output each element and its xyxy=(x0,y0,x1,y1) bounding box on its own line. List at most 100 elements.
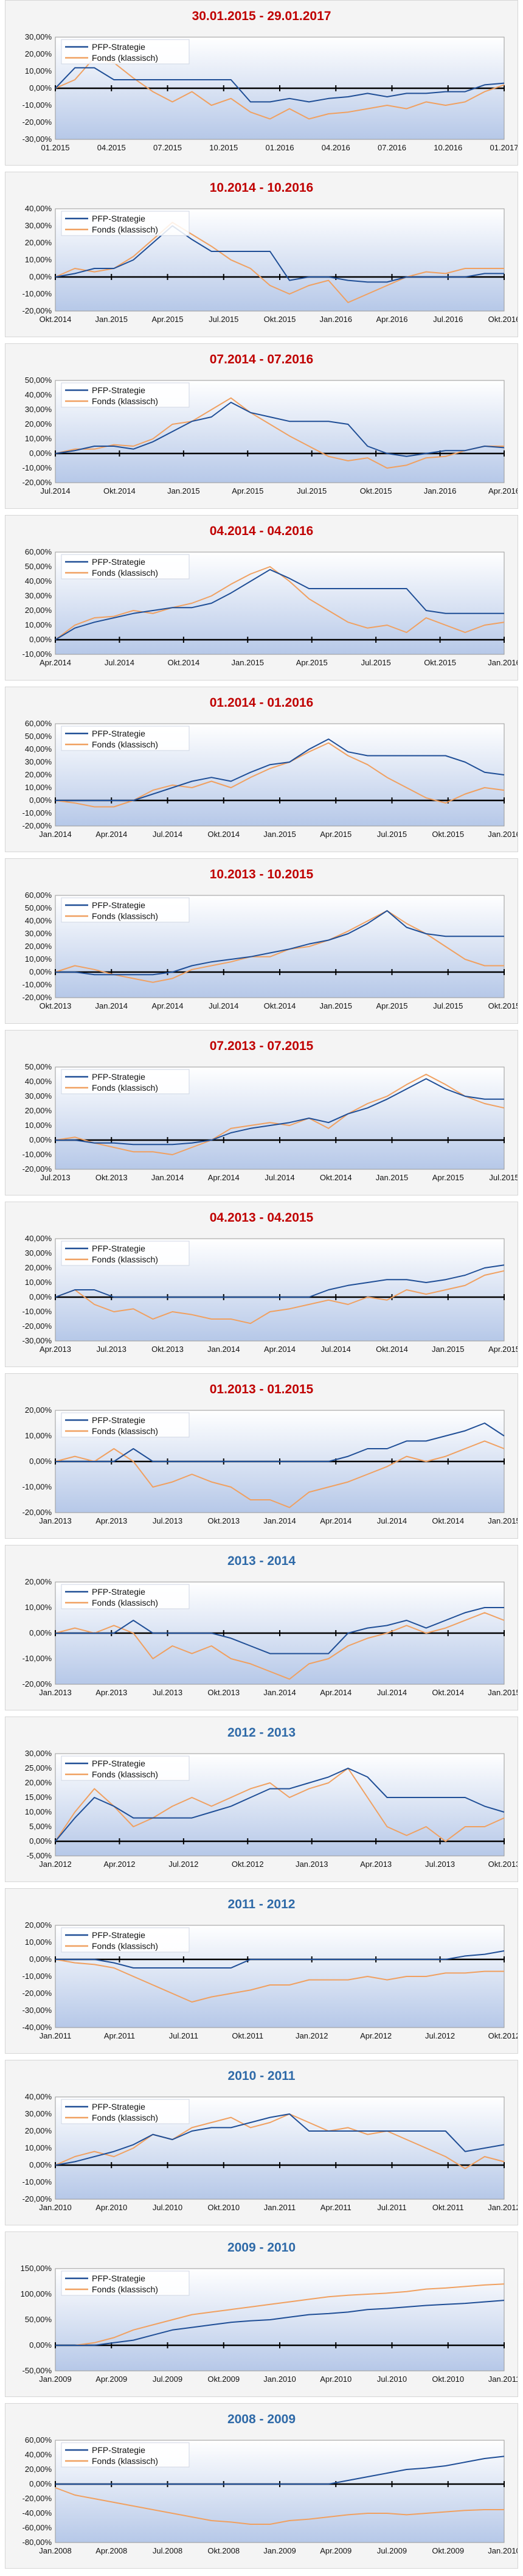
y-tick-label: 60,00% xyxy=(25,2435,52,2445)
series-line-strategy xyxy=(55,1264,505,1298)
chart-title: 2012 - 2013 xyxy=(227,1726,296,1740)
x-tick-label: Okt.2014 xyxy=(207,830,240,839)
y-tick-label: 0,00% xyxy=(29,635,52,644)
series-line-strategy xyxy=(55,402,505,457)
x-tick-label: Okt.2009 xyxy=(207,2375,240,2384)
x-tick-label: Jul.2010 xyxy=(377,2375,407,2384)
y-tick-label: -10,00% xyxy=(23,649,52,659)
y-tick-label: -20,00% xyxy=(23,1321,52,1331)
legend-label: Fonds (klassisch) xyxy=(92,2284,158,2294)
series-line-strategy xyxy=(55,910,504,976)
legend-label: Fonds (klassisch) xyxy=(92,568,158,578)
series-line-fund xyxy=(55,57,505,120)
y-tick-label: 0,00% xyxy=(29,2479,52,2488)
x-tick-label: 07.2016 xyxy=(378,143,406,152)
x-tick-label: Jul.2014 xyxy=(377,1516,407,1525)
y-tick-label: 0,00% xyxy=(29,2160,52,2169)
x-tick-label: Apr.2014 xyxy=(320,1688,352,1697)
legend xyxy=(61,382,190,408)
y-tick-label: 0,00% xyxy=(29,1628,52,1637)
x-tick-label: Okt.2013 xyxy=(40,1001,72,1010)
legend-label: PFP-Strategie xyxy=(92,557,145,567)
x-tick-label: Jul.2012 xyxy=(168,1860,198,1869)
legend xyxy=(61,211,190,236)
series-line-strategy xyxy=(55,1607,504,1654)
x-tick-label: Jan.2016 xyxy=(488,658,518,667)
y-tick-label: 50,00% xyxy=(25,376,52,385)
x-tick-label: Jul.2011 xyxy=(169,2031,198,2040)
x-tick-label: Okt.2015 xyxy=(264,315,296,324)
x-tick-label: Apr.2013 xyxy=(95,1688,127,1697)
chart-panel: 01.2013 - 01.2015 20,00% 10,00% 0,00% -10,00… xyxy=(5,1373,518,1539)
y-tick-label: -20,00% xyxy=(23,821,52,830)
x-tick-label: Jan.2015 xyxy=(432,1345,465,1354)
y-tick-label: 40,00% xyxy=(25,1077,52,1086)
x-tick-label: Apr.2012 xyxy=(360,2031,392,2040)
y-tick-label: 30,00% xyxy=(25,405,52,414)
y-tick-label: 40,00% xyxy=(25,390,52,399)
series-line-fund xyxy=(55,397,504,469)
x-tick-label: Apr.2015 xyxy=(320,830,352,839)
x-tick-label: Okt.2016 xyxy=(488,315,518,324)
y-tick-label: 10,00% xyxy=(25,255,52,264)
y-tick-label: 30,00% xyxy=(25,2109,52,2118)
x-tick-label: Okt.2015 xyxy=(424,658,456,667)
x-tick-label: Jul.2014 xyxy=(40,486,70,495)
x-tick-label: Jul.2015 xyxy=(433,1001,463,1010)
y-tick-label: 10,00% xyxy=(25,783,52,792)
y-tick-label: 20,00% xyxy=(25,1263,52,1272)
chart-svg: 60,00% 50,00% 40,00% 30,00% 20,00% 10,00% 0,00… xyxy=(23,547,518,667)
x-tick-label: Okt.2014 xyxy=(167,658,199,667)
chart-svg: 50,00% 40,00% 30,00% 20,00% 10,00% 0,00% -10,0… xyxy=(23,376,518,495)
y-tick-label: -20,00% xyxy=(23,1989,52,1998)
chart-title: 2009 - 2010 xyxy=(227,2241,296,2255)
series-line-fund xyxy=(55,910,504,983)
series-line-fund xyxy=(55,2283,505,2346)
chart-panel: 01.2014 - 01.2016 60,00% 50,00% 40,00% 30,00… xyxy=(5,687,518,852)
y-tick-label: 40,00% xyxy=(25,916,52,925)
x-tick-label: Jul.2015 xyxy=(297,486,327,495)
chart-panel: 2012 - 2013 30,00% 25,00% 20,00% 15,00% 10,00… xyxy=(5,1717,518,1882)
y-tick-label: -40,00% xyxy=(23,2508,52,2518)
y-tick-label: 20,00% xyxy=(25,49,52,58)
legend-label: Fonds (klassisch) xyxy=(92,1769,158,1779)
y-tick-label: 20,00% xyxy=(25,942,52,951)
x-tick-label: Jan.2015 xyxy=(167,486,200,495)
y-tick-label: -30,00% xyxy=(23,2006,52,2015)
x-tick-label: Okt.2014 xyxy=(432,1516,464,1525)
chart-title: 04.2014 - 04.2016 xyxy=(209,524,314,538)
x-tick-label: Apr.2015 xyxy=(232,486,263,495)
legend xyxy=(61,2442,190,2468)
x-tick-label: Jul.2015 xyxy=(377,830,407,839)
chart-panel: 2013 - 2014 20,00% 10,00% 0,00% -10,00% -20,0… xyxy=(5,1545,518,1710)
x-tick-label: Jul.2015 xyxy=(489,1173,518,1182)
x-tick-label: Jul.2013 xyxy=(425,1860,455,1869)
x-tick-label: Apr.2015 xyxy=(376,1001,407,1010)
y-tick-label: 50,00% xyxy=(25,732,52,741)
chart-svg: 50,00% 40,00% 30,00% 20,00% 10,00% 0,00% -10,0… xyxy=(23,1062,518,1182)
y-tick-label: 10,00% xyxy=(25,1807,52,1816)
chart-title: 10.2013 - 10.2015 xyxy=(209,867,314,881)
y-tick-label: -20,00% xyxy=(23,478,52,487)
chart-svg: 150,00% 100,00% 50,00% 0,00% -50,00%Jan.2009… xyxy=(21,2264,518,2384)
x-tick-label: Okt.2010 xyxy=(207,2203,240,2212)
series-line-fund xyxy=(55,2113,505,2169)
x-tick-label: Apr.2014 xyxy=(208,1173,240,1182)
legend-label: PFP-Strategie xyxy=(92,1415,145,1425)
y-tick-label: -20,00% xyxy=(23,117,52,127)
y-tick-label: 40,00% xyxy=(25,1234,52,1243)
y-tick-label: 20,00% xyxy=(25,770,52,779)
x-tick-label: Okt.2015 xyxy=(360,486,392,495)
y-tick-label: 10,00% xyxy=(25,1121,52,1130)
x-tick-label: Jan.2011 xyxy=(488,2375,518,2384)
x-tick-label: Apr.2015 xyxy=(151,315,183,324)
x-tick-label: Jul.2011 xyxy=(377,2203,406,2212)
legend xyxy=(61,726,190,751)
series-line-strategy xyxy=(55,1768,505,1842)
legend-label: PFP-Strategie xyxy=(92,2273,145,2283)
y-tick-label: 5,00% xyxy=(29,1822,52,1831)
chart-title: 01.2013 - 01.2015 xyxy=(209,1382,314,1396)
y-tick-label: 150,00% xyxy=(21,2264,52,2273)
series-line-fund xyxy=(55,1612,505,1680)
x-tick-label: Apr.2016 xyxy=(376,315,407,324)
